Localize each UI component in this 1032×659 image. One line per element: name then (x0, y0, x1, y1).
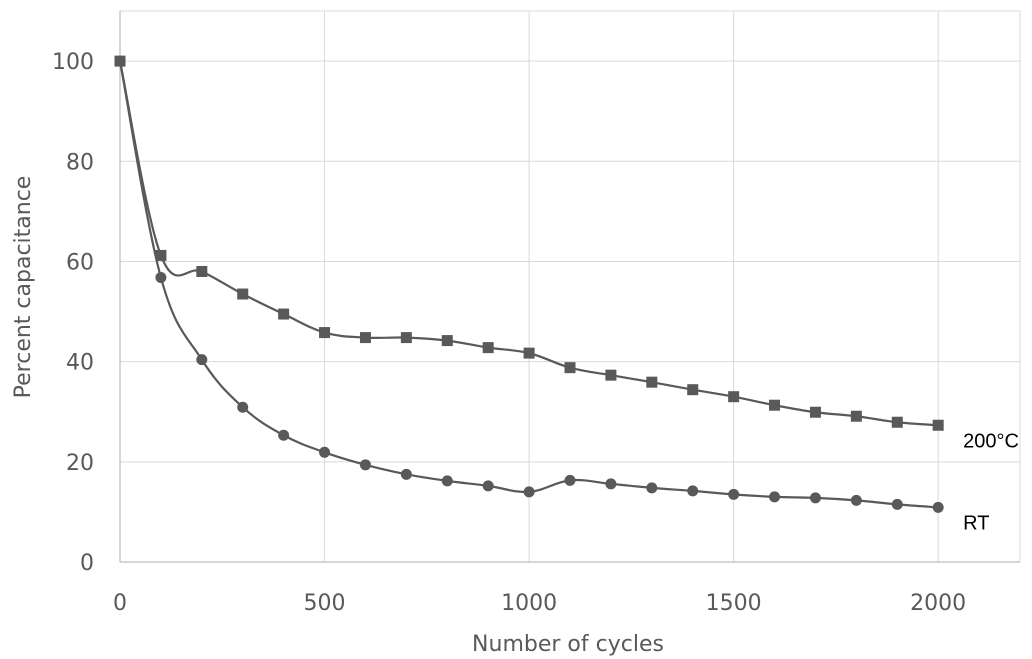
data-point-rt (769, 491, 781, 503)
data-point-rt (932, 501, 944, 513)
data-point-rt (400, 468, 412, 480)
y-tick-label: 20 (66, 451, 94, 476)
y-tick-label: 40 (66, 351, 94, 376)
y-axis-title: Percent capacitance (11, 176, 36, 399)
data-point-rt (359, 459, 371, 471)
x-tick-label: 1500 (706, 591, 762, 616)
series-label-rt: RT (963, 512, 989, 534)
data-point-rt (482, 480, 494, 492)
data-point-rt (687, 485, 699, 497)
data-point-200-c (319, 327, 331, 339)
data-point-200-c (809, 406, 821, 418)
data-point-200-c (196, 265, 208, 277)
data-point-200-c (482, 342, 494, 354)
data-point-200-c (523, 347, 535, 359)
x-tick-label: 2000 (910, 591, 966, 616)
data-point-rt (646, 482, 658, 494)
data-point-rt (809, 492, 821, 504)
data-point-200-c (728, 391, 740, 403)
data-point-200-c (850, 410, 862, 422)
data-point-200-c (359, 332, 371, 344)
x-tick-label: 1000 (501, 591, 557, 616)
data-point-rt (564, 474, 576, 486)
x-tick-label: 500 (304, 591, 346, 616)
label-layer: 200°C RT (963, 430, 1019, 534)
data-point-rt (278, 429, 290, 441)
data-point-rt (441, 475, 453, 487)
data-point-rt (196, 354, 208, 366)
y-tick-label: 0 (80, 551, 94, 576)
x-tick-label: 0 (113, 591, 127, 616)
data-point-200-c (564, 362, 576, 374)
data-point-rt (155, 271, 167, 283)
series-line-200-c (118, 60, 939, 427)
data-point-200-c (891, 416, 903, 428)
data-point-rt (891, 498, 903, 510)
data-point-200-c (278, 308, 290, 320)
data-point-200-c (646, 376, 658, 388)
series-layer (114, 55, 944, 513)
y-tick-label: 60 (66, 250, 94, 275)
series-line-rt (118, 60, 939, 509)
data-point-rt (850, 494, 862, 506)
x-axis-title: Number of cycles (472, 632, 664, 657)
data-point-200-c (769, 399, 781, 411)
y-tick-label: 80 (66, 150, 94, 175)
data-point-rt (319, 446, 331, 458)
data-point-rt (728, 488, 740, 500)
data-point-200-c (932, 419, 944, 431)
data-point-rt (523, 486, 535, 498)
data-point-200-c (605, 369, 617, 381)
grid-layer (120, 10, 1021, 562)
data-point-rt (114, 55, 126, 67)
y-tick-label: 100 (52, 50, 94, 75)
data-point-200-c (237, 288, 249, 300)
data-point-rt (237, 401, 249, 413)
data-point-200-c (441, 335, 453, 347)
series-label-200-c: 200°C (963, 430, 1019, 452)
data-point-200-c (687, 384, 699, 396)
data-point-200-c (155, 249, 167, 261)
data-point-rt (605, 478, 617, 490)
data-point-200-c (400, 332, 412, 344)
